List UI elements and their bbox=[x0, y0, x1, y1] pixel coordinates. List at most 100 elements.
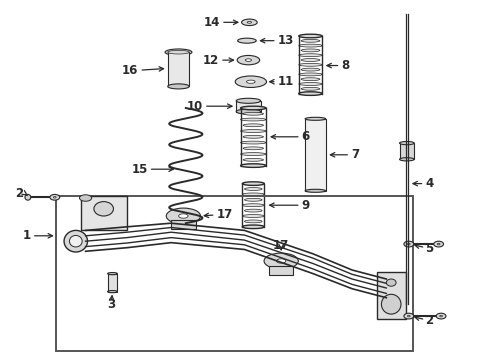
Ellipse shape bbox=[301, 78, 319, 81]
Ellipse shape bbox=[298, 44, 322, 47]
Ellipse shape bbox=[298, 54, 322, 57]
Text: 3: 3 bbox=[107, 298, 115, 311]
Text: 12: 12 bbox=[203, 54, 219, 67]
Ellipse shape bbox=[240, 118, 265, 121]
Ellipse shape bbox=[240, 164, 265, 167]
Ellipse shape bbox=[301, 87, 319, 90]
Ellipse shape bbox=[305, 189, 325, 192]
Bar bbox=[171, 220, 195, 229]
Ellipse shape bbox=[298, 92, 322, 95]
Ellipse shape bbox=[167, 50, 189, 54]
Ellipse shape bbox=[240, 130, 265, 132]
Ellipse shape bbox=[301, 49, 319, 52]
Ellipse shape bbox=[236, 109, 260, 114]
Ellipse shape bbox=[264, 253, 298, 269]
Bar bbox=[56, 196, 412, 351]
Ellipse shape bbox=[242, 225, 264, 229]
Ellipse shape bbox=[407, 243, 409, 245]
Bar bbox=[376, 272, 405, 319]
Text: 14: 14 bbox=[203, 16, 220, 29]
Ellipse shape bbox=[433, 241, 443, 247]
Ellipse shape bbox=[243, 135, 263, 138]
Ellipse shape bbox=[435, 313, 445, 319]
Text: 4: 4 bbox=[425, 177, 433, 190]
Ellipse shape bbox=[166, 208, 200, 224]
Ellipse shape bbox=[235, 76, 266, 87]
Ellipse shape bbox=[243, 147, 263, 150]
Ellipse shape bbox=[305, 117, 325, 120]
Ellipse shape bbox=[301, 68, 319, 71]
Ellipse shape bbox=[165, 49, 192, 55]
Ellipse shape bbox=[64, 230, 87, 252]
Ellipse shape bbox=[243, 158, 263, 161]
Text: 6: 6 bbox=[301, 130, 309, 143]
Bar bbox=[236, 101, 260, 112]
Ellipse shape bbox=[298, 92, 322, 95]
Ellipse shape bbox=[25, 194, 31, 200]
Ellipse shape bbox=[69, 235, 82, 247]
Ellipse shape bbox=[298, 82, 322, 85]
Ellipse shape bbox=[94, 202, 113, 216]
Bar bbox=[268, 266, 293, 275]
Text: 1: 1 bbox=[22, 229, 30, 242]
Ellipse shape bbox=[298, 34, 322, 38]
Ellipse shape bbox=[53, 197, 56, 198]
Ellipse shape bbox=[246, 80, 255, 83]
Ellipse shape bbox=[240, 106, 265, 110]
Text: 2: 2 bbox=[425, 314, 433, 327]
Ellipse shape bbox=[399, 141, 413, 145]
Ellipse shape bbox=[301, 39, 319, 42]
Ellipse shape bbox=[301, 59, 319, 62]
Text: 9: 9 bbox=[301, 199, 309, 212]
Ellipse shape bbox=[439, 315, 442, 317]
Ellipse shape bbox=[244, 220, 262, 223]
Ellipse shape bbox=[107, 273, 117, 275]
Ellipse shape bbox=[107, 291, 117, 293]
Ellipse shape bbox=[237, 38, 256, 43]
Ellipse shape bbox=[243, 112, 263, 115]
Bar bbox=[81, 196, 127, 230]
Ellipse shape bbox=[178, 214, 188, 218]
Bar bbox=[167, 52, 189, 86]
Ellipse shape bbox=[167, 84, 189, 89]
Ellipse shape bbox=[242, 215, 264, 217]
Ellipse shape bbox=[386, 279, 395, 286]
Ellipse shape bbox=[276, 259, 285, 263]
Ellipse shape bbox=[240, 141, 265, 144]
Ellipse shape bbox=[407, 315, 409, 317]
Text: 17: 17 bbox=[216, 208, 232, 221]
Ellipse shape bbox=[247, 22, 251, 23]
Ellipse shape bbox=[243, 124, 263, 127]
Ellipse shape bbox=[240, 164, 265, 167]
Text: 8: 8 bbox=[341, 59, 349, 72]
Bar bbox=[107, 274, 117, 292]
Ellipse shape bbox=[236, 98, 260, 103]
Text: 10: 10 bbox=[186, 100, 203, 113]
Text: 2: 2 bbox=[15, 187, 23, 200]
Text: 5: 5 bbox=[425, 242, 433, 255]
Ellipse shape bbox=[242, 182, 264, 185]
Text: 15: 15 bbox=[131, 163, 147, 176]
Ellipse shape bbox=[242, 225, 264, 228]
Bar bbox=[305, 119, 325, 191]
Ellipse shape bbox=[245, 59, 251, 62]
Ellipse shape bbox=[244, 188, 262, 190]
Text: 11: 11 bbox=[277, 75, 293, 88]
Text: 16: 16 bbox=[122, 64, 138, 77]
Text: 7: 7 bbox=[350, 148, 359, 161]
Ellipse shape bbox=[242, 204, 264, 207]
Ellipse shape bbox=[399, 158, 413, 161]
Ellipse shape bbox=[298, 73, 322, 76]
Bar bbox=[399, 143, 413, 159]
Text: 13: 13 bbox=[277, 34, 293, 47]
Ellipse shape bbox=[244, 209, 262, 212]
Text: 17: 17 bbox=[272, 239, 289, 252]
Ellipse shape bbox=[381, 294, 400, 314]
Ellipse shape bbox=[244, 198, 262, 201]
Ellipse shape bbox=[237, 55, 259, 65]
Ellipse shape bbox=[436, 243, 439, 245]
Ellipse shape bbox=[403, 313, 413, 319]
Ellipse shape bbox=[403, 241, 413, 247]
Ellipse shape bbox=[298, 63, 322, 66]
Ellipse shape bbox=[241, 19, 257, 26]
